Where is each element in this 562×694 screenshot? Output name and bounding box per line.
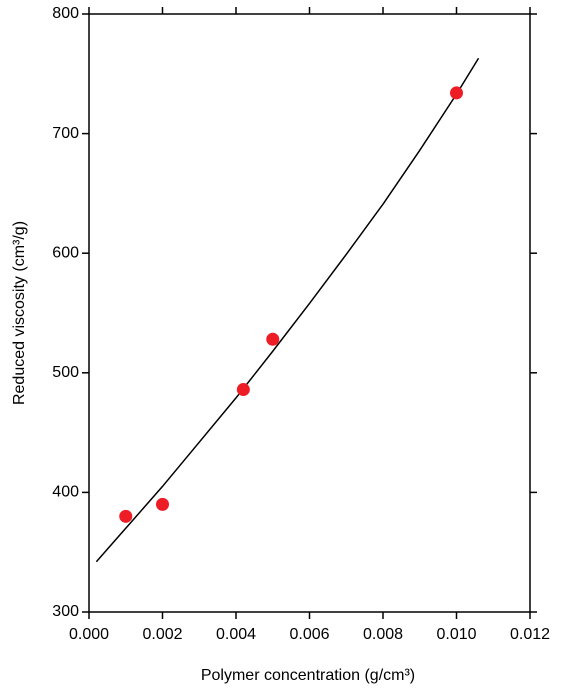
- y-tick-label: 600: [52, 244, 79, 261]
- data-point: [119, 509, 133, 523]
- x-tick-label: 0.000: [69, 626, 109, 643]
- fit-line: [95, 57, 480, 563]
- x-tick-label: 0.008: [363, 626, 403, 643]
- x-tick-label: 0.004: [216, 626, 256, 643]
- y-tick-label: 700: [52, 125, 79, 142]
- y-tick-label: 300: [52, 603, 79, 620]
- data-point: [450, 86, 463, 100]
- x-tick-label: 0.002: [142, 626, 182, 643]
- y-tick-label: 400: [52, 484, 79, 501]
- y-tick-label: 500: [52, 364, 79, 381]
- plot-frame: [88, 13, 531, 613]
- x-tick-label: 0.010: [436, 626, 476, 643]
- data-point: [156, 497, 169, 511]
- y-tick-label: 800: [52, 5, 79, 22]
- data-point: [266, 332, 280, 346]
- x-axis-label: Polymer concentration (g/cm³): [201, 667, 415, 684]
- x-tick-label: 0.006: [289, 626, 329, 643]
- y-axis-label: Reduced viscosity (cm³/g): [11, 221, 28, 405]
- data-point: [236, 383, 250, 397]
- x-tick-label: 0.012: [510, 626, 550, 643]
